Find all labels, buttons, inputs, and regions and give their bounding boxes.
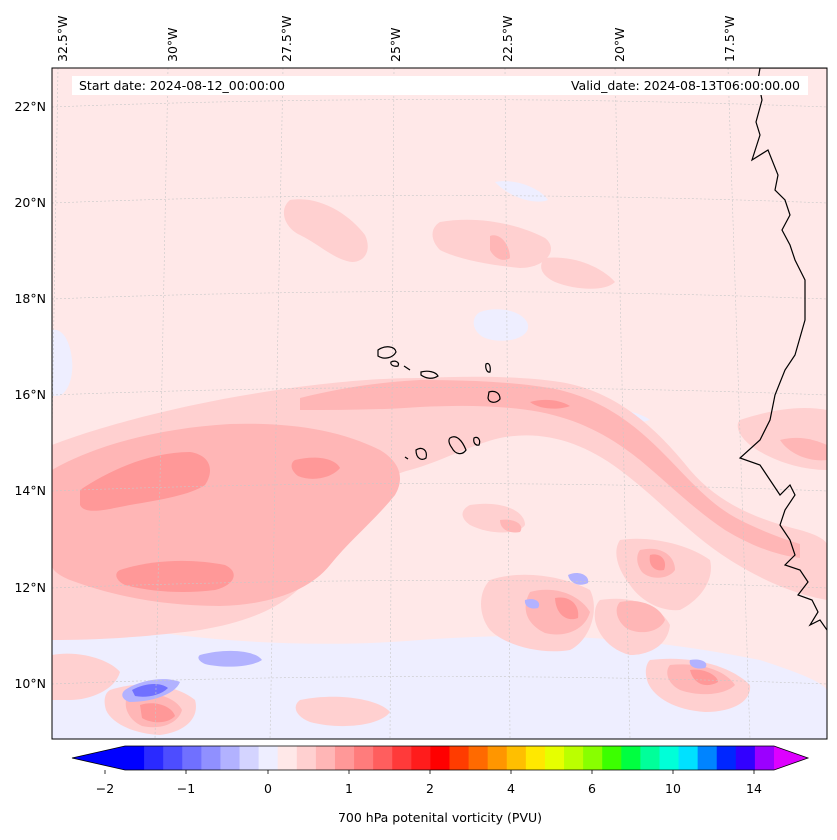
colorbar-segment — [640, 746, 660, 770]
colorbar-over-arrow — [774, 746, 808, 770]
colorbar-segment — [334, 746, 355, 770]
colorbar-segment — [125, 746, 145, 770]
colorbar-segment — [449, 746, 470, 770]
lat-label: 12°N — [14, 580, 46, 595]
colorbar-segment — [716, 746, 737, 770]
map-frame — [51, 67, 828, 740]
colorbar-segment — [430, 746, 450, 770]
colorbar-segment — [277, 746, 298, 770]
colorbar-segment — [525, 746, 546, 770]
lon-label: 32.5°W — [55, 16, 70, 62]
lat-label: 18°N — [14, 291, 46, 306]
lon-label: 17.5°W — [722, 16, 737, 62]
colorbar-segment — [697, 746, 718, 770]
colorbar-tick-label: −1 — [177, 781, 195, 796]
colorbar-under-arrow — [72, 746, 125, 770]
map-plot-area — [52, 68, 827, 739]
lon-label: 30°W — [165, 27, 180, 62]
colorbar-segment — [315, 746, 336, 770]
colorbar-segment — [564, 746, 584, 770]
valid-date-label: Valid_date: 2024-08-13T06:00:00.00 — [571, 78, 800, 93]
longitude-labels: 32.5°W 30°W 27.5°W 25°W 22.5°W 20°W 17.5… — [55, 16, 737, 62]
colorbar-outline — [71, 745, 810, 771]
colorbar-tick-label: 0 — [264, 781, 272, 796]
latitude-labels: 22°N 20°N 18°N 16°N 14°N 12°N 10°N — [14, 99, 46, 691]
colorbar-tick-label: 10 — [665, 781, 681, 796]
lat-label: 14°N — [14, 483, 46, 498]
lat-label: 10°N — [14, 676, 46, 691]
colorbar-tick-label: 6 — [588, 781, 596, 796]
colorbar-tick-label: 1 — [345, 781, 353, 796]
min-pv-region — [132, 684, 168, 697]
colorbar-segment — [411, 746, 431, 770]
header-box — [72, 76, 808, 95]
colorbar-segment — [373, 746, 393, 770]
latitude-gridlines — [52, 99, 827, 685]
colorbar-segment — [544, 746, 565, 770]
colorbar-segment — [678, 746, 699, 770]
colorbar-tick-label: 4 — [507, 781, 515, 796]
colorbar-segment — [201, 746, 221, 770]
lat-label: 22°N — [14, 99, 46, 114]
lon-label: 25°W — [388, 27, 403, 62]
africa-coastline — [738, 68, 827, 631]
colorbar-tick-label: 2 — [426, 781, 434, 796]
lat-label: 20°N — [14, 195, 46, 210]
lat-label: 16°N — [14, 387, 46, 402]
lon-label: 20°W — [612, 27, 627, 62]
colorbar-segment — [239, 746, 260, 770]
colorbar-segment — [754, 746, 775, 770]
colorbar-segment — [621, 746, 641, 770]
lon-label: 22.5°W — [500, 16, 515, 62]
colorbar-segment — [506, 746, 527, 770]
colorbar-segment — [258, 746, 279, 770]
lon-label: 27.5°W — [279, 16, 294, 62]
colorbar — [71, 745, 810, 774]
colorbar-tick-label: −2 — [96, 781, 114, 796]
colorbar-segment — [163, 746, 183, 770]
colorbar-segment — [182, 746, 202, 770]
colorbar-segment — [354, 746, 374, 770]
colorbar-label: 700 hPa potenital vorticity (PVU) — [338, 810, 542, 825]
colorbar-segment — [468, 746, 489, 770]
colorbar-ticks: −2 −1 0 1 2 4 6 10 14 — [96, 781, 762, 796]
colorbar-segment — [487, 746, 508, 770]
colorbar-segment — [602, 746, 622, 770]
colorbar-segment — [296, 746, 317, 770]
colorbar-segment — [659, 746, 680, 770]
colorbar-segment — [583, 746, 603, 770]
colorbar-segment — [392, 746, 412, 770]
colorbar-segment — [220, 746, 241, 770]
colorbar-tick-label: 14 — [746, 781, 762, 796]
start-date-label: Start date: 2024-08-12_00:00:00 — [79, 78, 285, 93]
colorbar-segment — [144, 746, 164, 770]
cape-verde-islands — [377, 346, 501, 460]
colorbar-segment — [735, 746, 756, 770]
high-pv-regions — [80, 399, 718, 723]
